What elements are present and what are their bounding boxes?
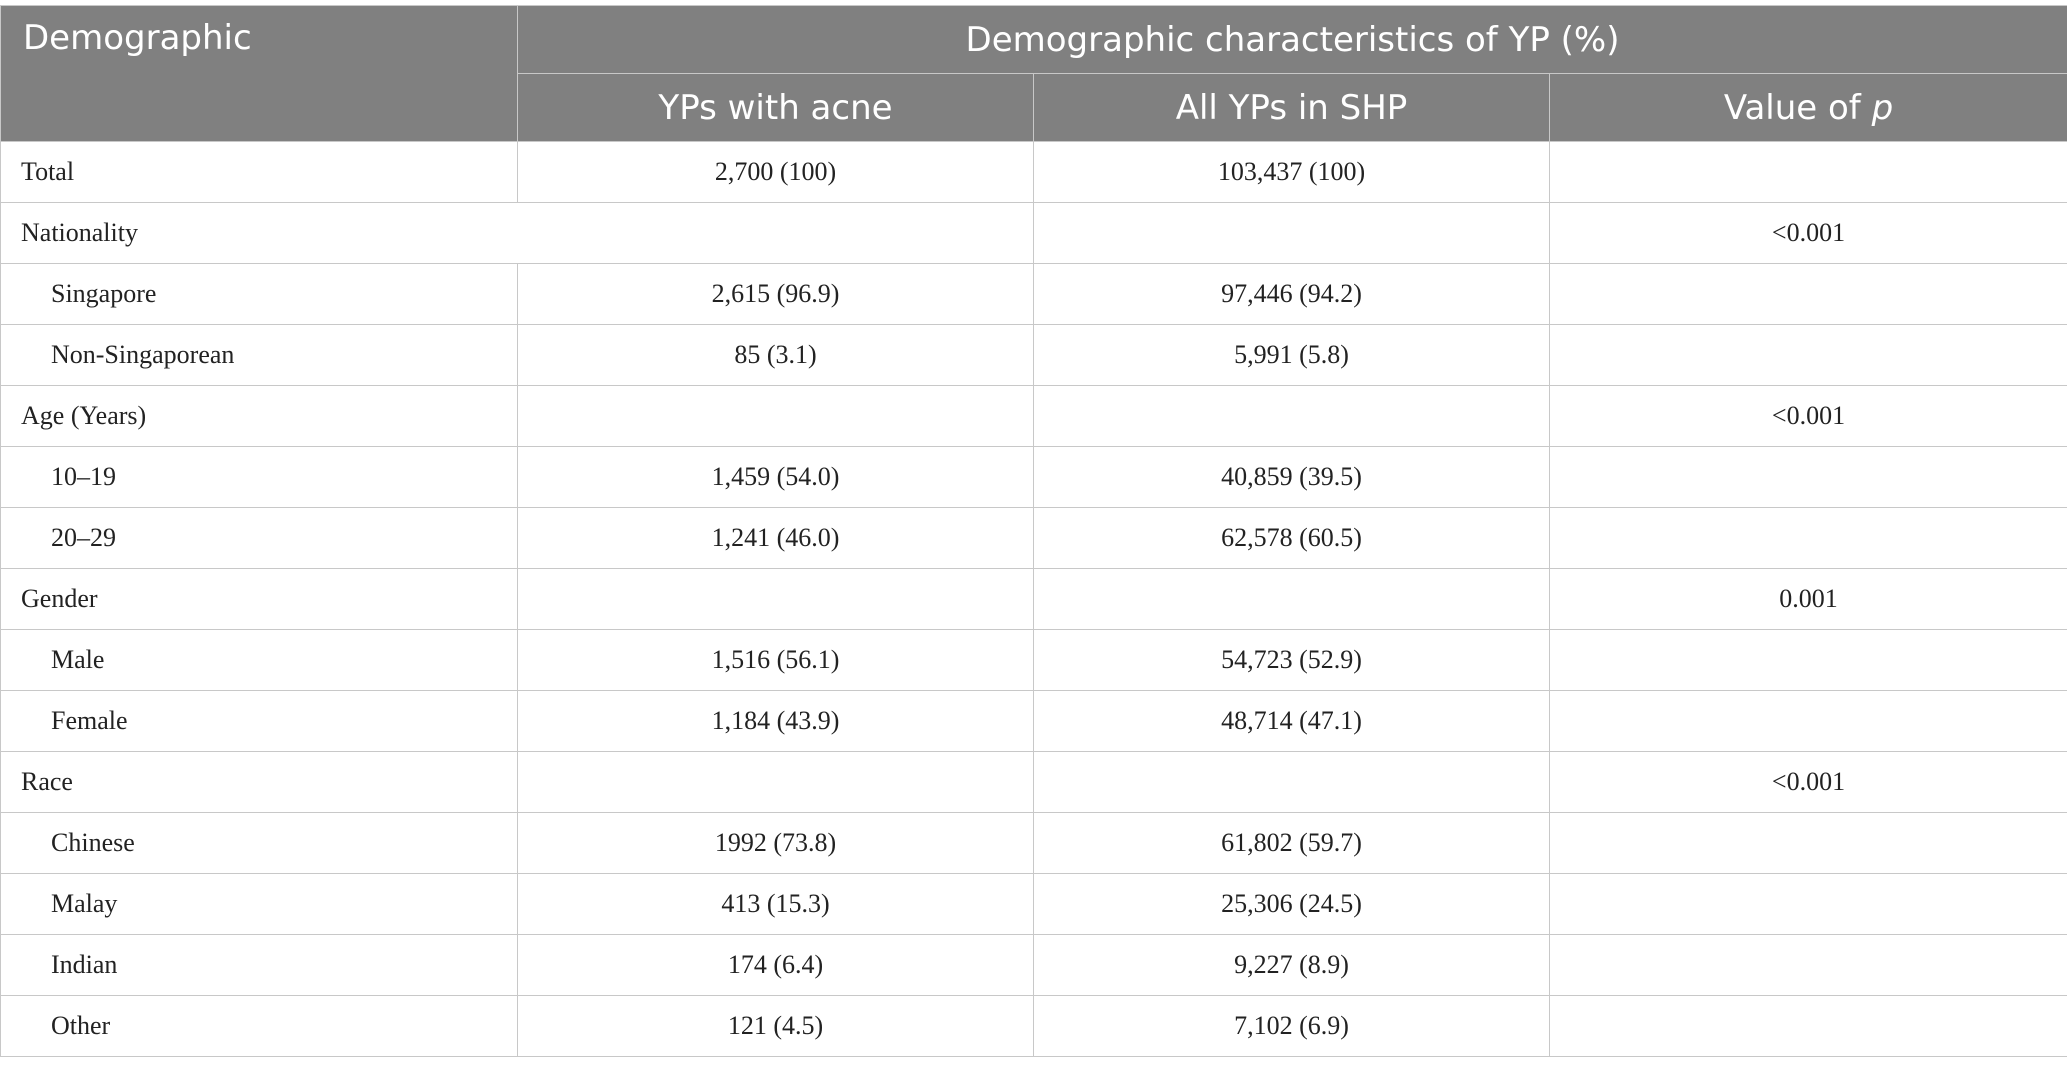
table-row: Gender 0.001 (0, 568, 2067, 630)
acne-cell: 2,700 (100) (517, 141, 1034, 203)
acne-cell (517, 568, 1034, 630)
p-cell (1548, 446, 2067, 508)
table-row: 20–29 1,241 (46.0) 62,578 (60.5) (0, 507, 2067, 569)
row-label: Total (0, 141, 518, 203)
row-label: Age (Years) (0, 385, 518, 447)
acne-cell: 85 (3.1) (517, 324, 1034, 386)
acne-cell: 1,516 (56.1) (517, 629, 1034, 691)
group-header: Demographic characteristics of YP (%) (516, 5, 2067, 74)
acne-cell: 1,241 (46.0) (517, 507, 1034, 569)
table-row: Chinese 1992 (73.8) 61,802 (59.7) (0, 812, 2067, 874)
p-cell: <0.001 (1548, 385, 2067, 447)
p-cell (1548, 629, 2067, 691)
row-label: 10–19 (0, 446, 518, 508)
table-row: Age (Years) <0.001 (0, 385, 2067, 447)
table-row: Female 1,184 (43.9) 48,714 (47.1) (0, 690, 2067, 752)
row-label: 20–29 (0, 507, 518, 569)
all-cell: 7,102 (6.9) (1033, 995, 1550, 1057)
p-cell: 0.001 (1548, 568, 2067, 630)
table-row: Male 1,516 (56.1) 54,723 (52.9) (0, 629, 2067, 691)
acne-cell: 1992 (73.8) (517, 812, 1034, 874)
p-cell: <0.001 (1548, 751, 2067, 813)
table-header: Demographic Demographic characteristics … (0, 5, 2067, 142)
row-label: Other (0, 995, 518, 1057)
p-cell (1548, 934, 2067, 996)
p-cell (1548, 263, 2067, 325)
p-cell: <0.001 (1548, 202, 2067, 264)
all-cell (1033, 751, 1550, 813)
all-yps-column-header: All YPs in SHP (1033, 73, 1550, 142)
all-cell (1033, 568, 1550, 630)
row-label: Female (0, 690, 518, 752)
demographic-header: Demographic (0, 5, 518, 142)
p-cell (1548, 507, 2067, 569)
acne-cell (517, 385, 1034, 447)
acne-column-header: YPs with acne (517, 73, 1034, 142)
all-cell: 25,306 (24.5) (1033, 873, 1550, 935)
row-label: Race (0, 751, 518, 813)
all-cell: 40,859 (39.5) (1033, 446, 1550, 508)
acne-cell: 413 (15.3) (517, 873, 1034, 935)
acne-cell: 174 (6.4) (517, 934, 1034, 996)
table-row: Non-Singaporean 85 (3.1) 5,991 (5.8) (0, 324, 2067, 386)
p-cell (1548, 995, 2067, 1057)
all-cell: 62,578 (60.5) (1033, 507, 1550, 569)
table-row: Malay 413 (15.3) 25,306 (24.5) (0, 873, 2067, 935)
header-row-top: Demographic Demographic characteristics … (0, 5, 2067, 142)
table-row: Other 121 (4.5) 7,102 (6.9) (0, 995, 2067, 1057)
row-label: Malay (0, 873, 518, 935)
row-label: Male (0, 629, 518, 691)
p-cell (1548, 812, 2067, 874)
acne-cell (517, 751, 1034, 813)
all-cell (1033, 385, 1550, 447)
acne-cell: 2,615 (96.9) (517, 263, 1034, 325)
row-label: Non-Singaporean (0, 324, 518, 386)
all-cell: 54,723 (52.9) (1033, 629, 1550, 691)
all-cell: 61,802 (59.7) (1033, 812, 1550, 874)
row-label: Gender (0, 568, 518, 630)
all-cell: 5,991 (5.8) (1033, 324, 1550, 386)
demographics-table: Demographic Demographic characteristics … (0, 5, 2067, 1057)
p-value-column-header: Value of p (1548, 73, 2067, 142)
row-label: Nationality (0, 202, 1034, 264)
all-cell: 48,714 (47.1) (1033, 690, 1550, 752)
p-value-header-prefix: Value of (1723, 87, 1872, 128)
p-cell (1548, 873, 2067, 935)
row-label: Singapore (0, 263, 518, 325)
table-row: 10–19 1,459 (54.0) 40,859 (39.5) (0, 446, 2067, 508)
p-cell (1548, 324, 2067, 386)
row-label: Indian (0, 934, 518, 996)
acne-cell: 1,459 (54.0) (517, 446, 1034, 508)
table-row: Race <0.001 (0, 751, 2067, 813)
table-row: Total 2,700 (100) 103,437 (100) (0, 141, 2067, 203)
table-row: Indian 174 (6.4) 9,227 (8.9) (0, 934, 2067, 996)
table-row: Singapore 2,615 (96.9) 97,446 (94.2) (0, 263, 2067, 325)
all-cell (1033, 202, 1550, 264)
table-row: Nationality <0.001 (0, 202, 2067, 264)
p-symbol: p (1871, 87, 1894, 128)
table-body: Total 2,700 (100) 103,437 (100) National… (0, 141, 2067, 1057)
all-cell: 103,437 (100) (1033, 141, 1550, 203)
all-cell: 9,227 (8.9) (1033, 934, 1550, 996)
all-cell: 97,446 (94.2) (1033, 263, 1550, 325)
p-cell (1548, 690, 2067, 752)
header-row-sub: YPs with acne All YPs in SHP Value of p (1, 73, 2067, 142)
row-label: Chinese (0, 812, 518, 874)
acne-cell: 121 (4.5) (517, 995, 1034, 1057)
p-cell (1548, 141, 2067, 203)
acne-cell: 1,184 (43.9) (517, 690, 1034, 752)
